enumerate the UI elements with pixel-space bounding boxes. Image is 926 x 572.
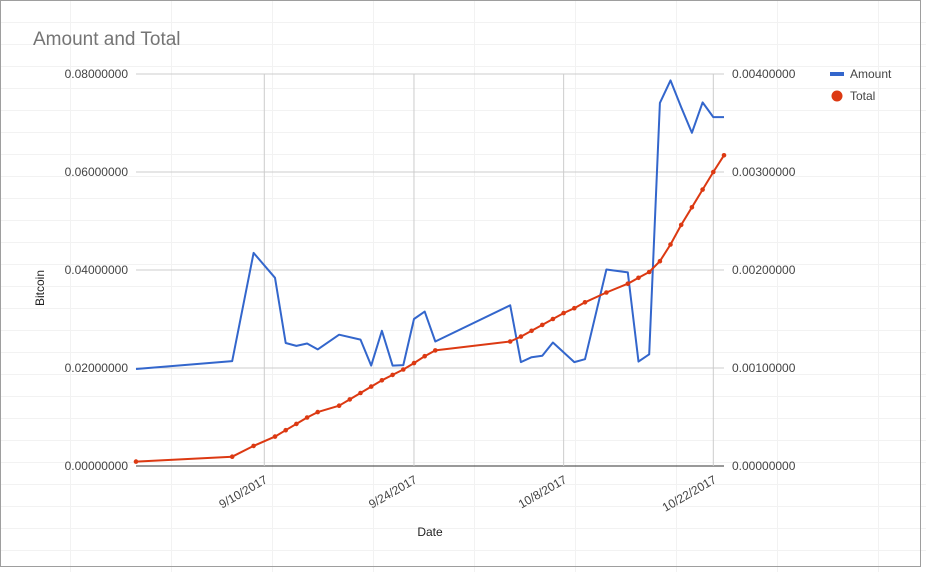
- data-point-total: [315, 409, 321, 415]
- left-tick-label: 0.00000000: [65, 459, 129, 473]
- data-point-total: [411, 360, 417, 366]
- x-axis-title: Date: [417, 525, 443, 539]
- data-point-total: [646, 269, 652, 275]
- data-point-total: [229, 454, 235, 460]
- series-line-amount: [135, 79, 724, 370]
- data-point-total: [625, 281, 631, 287]
- chart-title: Amount and Total: [33, 29, 181, 50]
- data-point-total: [379, 378, 385, 383]
- y-axis-title: Bitcoin: [33, 270, 47, 306]
- x-tick-label: 9/10/2017: [217, 472, 271, 511]
- data-point-total: [133, 459, 139, 464]
- x-tick-label: 10/22/2017: [660, 472, 719, 514]
- data-point-total: [657, 258, 663, 264]
- data-point-total: [401, 367, 406, 372]
- legend-swatch: [830, 72, 844, 76]
- x-tick-label: 9/24/2017: [366, 472, 420, 511]
- x-tick-label: 10/8/2017: [516, 472, 570, 511]
- data-point-total: [700, 187, 705, 192]
- right-tick-label: 0.00000000: [732, 459, 796, 473]
- data-point-total: [561, 310, 566, 316]
- data-point-total: [529, 328, 534, 334]
- legend-label: Amount: [850, 67, 892, 81]
- data-point-total: [711, 169, 716, 175]
- right-axis-ticks: 0.00400000 0.00300000 0.00200000 0.00100000…: [732, 67, 796, 473]
- right-tick-label: 0.00400000: [732, 67, 796, 81]
- left-tick-label: 0.02000000: [65, 361, 129, 375]
- legend-swatch: [831, 90, 843, 102]
- data-point-total: [272, 434, 278, 439]
- legend: Amount Total: [830, 67, 892, 103]
- data-point-total: [582, 300, 588, 305]
- data-point-total: [550, 316, 556, 322]
- gridlines: [136, 73, 724, 467]
- left-tick-label: 0.04000000: [65, 263, 129, 277]
- data-point-total: [347, 397, 353, 402]
- data-point-total: [507, 339, 513, 344]
- data-point-total: [390, 372, 395, 378]
- left-axis-ticks: 0.08000000 0.06000000 0.04000000 0.02000000…: [65, 67, 129, 473]
- data-point-total: [689, 205, 695, 210]
- right-tick-label: 0.00300000: [732, 165, 796, 179]
- right-tick-label: 0.00200000: [732, 263, 796, 277]
- data-point-total: [368, 384, 374, 389]
- right-tick-label: 0.00100000: [732, 361, 796, 375]
- data-point-total: [358, 390, 363, 396]
- data-point-total: [251, 443, 256, 449]
- data-point-total: [518, 334, 524, 339]
- data-point-total: [540, 322, 545, 328]
- left-tick-label: 0.08000000: [65, 67, 129, 81]
- left-tick-label: 0.06000000: [65, 165, 129, 179]
- data-point-total: [433, 348, 438, 353]
- data-point-total: [604, 290, 609, 295]
- data-point-total: [678, 222, 684, 228]
- x-axis-ticks: 9/10/2017 9/24/2017 10/8/2017 10/22/2017: [217, 472, 720, 514]
- data-point-total: [422, 353, 428, 359]
- data-point-total: [304, 415, 310, 420]
- series-layer: [133, 79, 727, 464]
- data-point-total: [721, 153, 727, 158]
- data-point-total: [294, 421, 299, 427]
- data-point-total: [572, 305, 577, 311]
- data-point-total: [668, 242, 673, 247]
- data-point-total: [283, 427, 289, 433]
- data-point-total: [336, 403, 342, 409]
- legend-label: Total: [850, 89, 875, 103]
- data-point-total: [636, 275, 641, 281]
